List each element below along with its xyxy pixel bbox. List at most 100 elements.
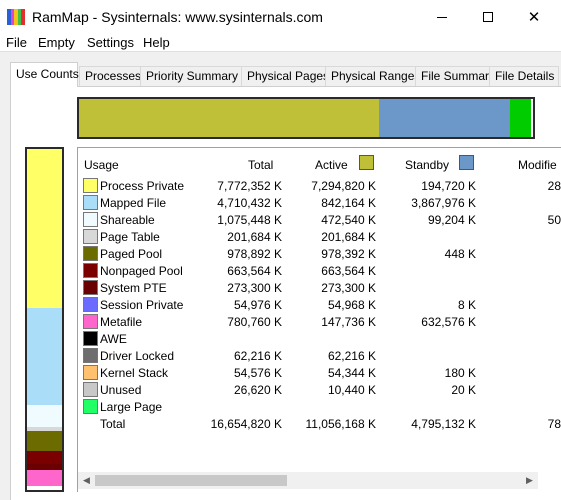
maximize-icon <box>483 12 493 22</box>
usage-bar-segment <box>27 430 62 451</box>
usage-bar-segment <box>27 450 62 465</box>
table-row[interactable]: AWE <box>78 330 561 347</box>
tab-use-counts[interactable]: Use Counts <box>10 62 79 87</box>
tab-file-details[interactable]: File Details <box>489 66 559 86</box>
cell-active: 978,392 K <box>321 247 376 261</box>
menu-empty[interactable]: Empty <box>38 35 75 50</box>
table-row[interactable]: Driver Locked 62,216 K 62,216 K <box>78 347 561 364</box>
usage-color-swatch <box>83 399 98 414</box>
header-standby[interactable]: Standby <box>405 158 450 172</box>
use-counts-table: Usage Total Active Standby Modifie Proce… <box>77 147 561 492</box>
title-bar: RamMap - Sysinternals: www.sysinternals.… <box>0 0 561 34</box>
cell-standby: 99,204 K <box>427 213 476 227</box>
cell-modified: 78 <box>547 417 561 431</box>
cell-active: 201,684 K <box>321 230 376 244</box>
cell-total: 54,976 K <box>233 298 282 312</box>
usage-color-swatch <box>83 331 98 346</box>
table-row[interactable]: Large Page <box>78 398 561 415</box>
header-usage[interactable]: Usage <box>84 158 119 172</box>
usage-label: Unused <box>100 383 142 397</box>
app-icon-stripe <box>14 9 18 25</box>
usage-label: Session Private <box>100 298 184 312</box>
usage-color-swatch <box>83 212 98 227</box>
close-icon: ✕ <box>527 9 541 26</box>
header-active[interactable]: Active <box>315 158 348 172</box>
usage-bar-segment <box>27 469 62 486</box>
usage-label: Total <box>100 417 126 431</box>
tab-file-summary[interactable]: File Summary <box>415 66 495 86</box>
cell-total: 201,684 K <box>227 230 282 244</box>
table-row[interactable]: Nonpaged Pool 663,564 K 663,564 K <box>78 262 561 279</box>
active-color-swatch <box>359 155 374 170</box>
usage-bar-segment <box>27 426 62 431</box>
memory-bar-segment-modified <box>510 99 531 137</box>
usage-bar-segment <box>27 485 62 490</box>
scroll-left-button[interactable]: ◀ <box>78 472 95 489</box>
scrollbar-thumb[interactable] <box>95 475 287 486</box>
table-row[interactable]: Metafile 780,760 K 147,736 K 632,576 K <box>78 313 561 330</box>
menu-settings[interactable]: Settings <box>87 35 134 50</box>
table-row[interactable]: Page Table 201,684 K 201,684 K <box>78 228 561 245</box>
header-modified[interactable]: Modifie <box>518 158 557 172</box>
app-icon-stripe <box>7 9 11 25</box>
table-row[interactable]: Shareable 1,075,448 K 472,540 K 99,204 K 50 <box>78 211 561 228</box>
cell-active: 54,344 K <box>327 366 376 380</box>
usage-color-swatch <box>83 348 98 363</box>
cell-total: 1,075,448 K <box>217 213 282 227</box>
table-row[interactable]: Total 16,654,820 K 11,056,168 K 4,795,132 K… <box>78 415 561 432</box>
close-button[interactable]: ✕ <box>511 0 557 34</box>
arrow-left-icon: ◀ <box>83 475 90 485</box>
app-icon-stripe <box>17 9 22 25</box>
table-row[interactable]: System PTE 273,300 K 273,300 K <box>78 279 561 296</box>
cell-total: 26,620 K <box>233 383 282 397</box>
scroll-right-button[interactable]: ▶ <box>521 472 538 489</box>
usage-label: Driver Locked <box>100 349 175 363</box>
table-row[interactable]: Paged Pool 978,892 K 978,392 K 448 K <box>78 245 561 262</box>
arrow-right-icon: ▶ <box>526 475 533 485</box>
usage-bar-segment <box>27 404 62 427</box>
cell-standby: 20 K <box>451 383 476 397</box>
usage-label: Page Table <box>100 230 160 244</box>
usage-label: Large Page <box>100 400 163 414</box>
table-row[interactable]: Unused 26,620 K 10,440 K 20 K <box>78 381 561 398</box>
table-row[interactable]: Session Private 54,976 K 54,968 K 8 K <box>78 296 561 313</box>
cell-standby: 180 K <box>444 366 476 380</box>
header-total[interactable]: Total <box>248 158 274 172</box>
maximize-button[interactable] <box>465 0 511 34</box>
cell-total: 978,892 K <box>227 247 282 261</box>
cell-active: 62,216 K <box>327 349 376 363</box>
cell-active: 10,440 K <box>327 383 376 397</box>
usage-label: Paged Pool <box>100 247 163 261</box>
cell-active: 7,294,820 K <box>311 179 376 193</box>
menu-help[interactable]: Help <box>143 35 170 50</box>
table-row[interactable]: Mapped File 4,710,432 K 842,164 K 3,867,976… <box>78 194 561 211</box>
memory-bar-segment-active <box>79 99 379 137</box>
minimize-button[interactable] <box>419 0 465 34</box>
usage-label: Kernel Stack <box>100 366 169 380</box>
cell-standby: 448 K <box>444 247 476 261</box>
tab-processes[interactable]: Processes <box>79 66 141 86</box>
cell-active: 147,736 K <box>321 315 376 329</box>
table-row[interactable]: Kernel Stack 54,576 K 54,344 K 180 K <box>78 364 561 381</box>
usage-bar-segment <box>27 149 62 309</box>
table-row[interactable]: Process Private 7,772,352 K 7,294,820 K 194… <box>78 177 561 194</box>
memory-list-bar <box>77 97 535 139</box>
cell-total: 273,300 K <box>227 281 282 295</box>
rammap-app-icon <box>7 9 25 25</box>
cell-standby: 8 K <box>457 298 476 312</box>
tab-physical-ranges[interactable]: Physical Ranges <box>325 66 420 86</box>
usage-bar-segment <box>27 308 62 405</box>
tab-physical-pages[interactable]: Physical Pages <box>241 66 329 86</box>
menu-bar: File Empty Settings Help <box>0 34 561 52</box>
tab-priority-summary[interactable]: Priority Summary <box>140 66 242 86</box>
cell-active: 472,540 K <box>321 213 376 227</box>
horizontal-scrollbar[interactable]: ◀ ▶ <box>78 472 538 489</box>
usage-color-swatch <box>83 365 98 380</box>
app-icon-stripe <box>21 9 25 25</box>
cell-standby: 4,795,132 K <box>411 417 476 431</box>
usage-color-swatch <box>83 382 98 397</box>
cell-standby: 194,720 K <box>421 179 476 193</box>
usage-bar <box>25 147 64 492</box>
usage-label: Mapped File <box>100 196 167 210</box>
menu-file[interactable]: File <box>6 35 27 50</box>
